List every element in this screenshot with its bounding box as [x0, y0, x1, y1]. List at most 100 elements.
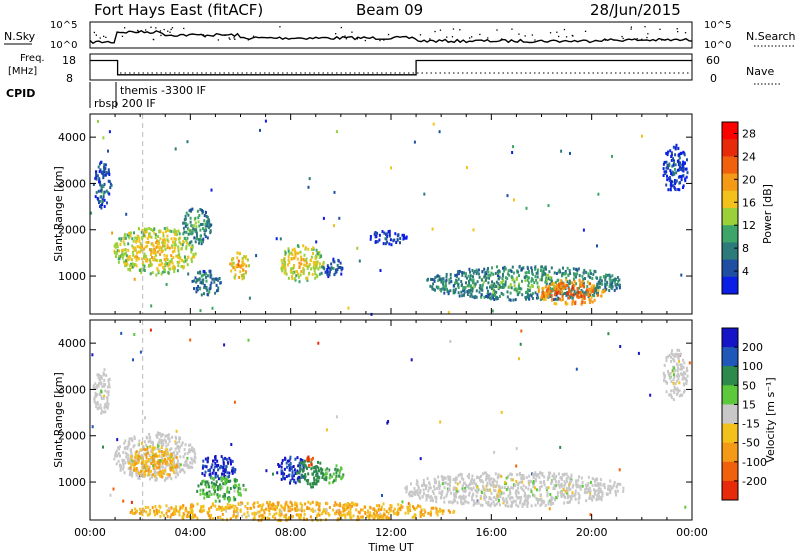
echo-cell — [397, 511, 400, 515]
echo-cell — [686, 374, 689, 378]
echo-cell — [201, 482, 204, 486]
echo-cell — [324, 468, 327, 472]
echo-cell — [214, 499, 217, 503]
echo-cell — [257, 510, 260, 514]
echo-cell — [155, 452, 158, 456]
echo-cell — [283, 467, 286, 471]
echo-cell — [431, 496, 434, 500]
echo-cell — [539, 278, 542, 282]
echo-cell — [99, 168, 102, 172]
echo-cell — [537, 288, 540, 292]
echo-cell — [235, 263, 238, 267]
echo-cell — [440, 492, 443, 496]
echo-cell — [408, 508, 411, 512]
y-tick-label: 2000 — [58, 224, 86, 237]
echo-cell — [467, 484, 470, 488]
echo-cell — [191, 513, 194, 517]
echo-cell — [423, 508, 426, 512]
echo-cell — [270, 503, 273, 507]
echo-cell — [481, 472, 484, 476]
echo-cell — [100, 382, 103, 386]
echo-cell — [499, 495, 502, 499]
echo-cell — [298, 516, 301, 520]
echo-cell — [463, 293, 465, 297]
freq-tick-bottom: 8 — [66, 72, 73, 85]
echo-cell — [193, 224, 196, 228]
echo-cell — [555, 474, 558, 478]
echo-cell — [150, 440, 153, 444]
echo-cell — [321, 476, 324, 479]
echo-cell — [508, 490, 511, 494]
nsky-label: N.Sky — [4, 30, 36, 43]
echo-cell — [472, 278, 475, 282]
echo-cell — [528, 474, 531, 478]
echo-cell — [566, 302, 569, 306]
echo-cell — [105, 396, 108, 400]
echo-cell — [539, 298, 542, 302]
echo-cell — [149, 456, 152, 459]
echo-cell — [442, 284, 445, 288]
echo-cell — [333, 260, 336, 264]
echo-cell — [260, 513, 263, 517]
echo-cell — [567, 273, 570, 277]
echo-cell — [464, 495, 467, 499]
echo-cell — [603, 482, 606, 486]
echo-cell — [323, 267, 326, 271]
echo-cell — [585, 270, 588, 274]
echo-cell — [686, 158, 688, 162]
echo-cell — [290, 467, 293, 470]
echo-cell — [682, 358, 684, 362]
echo-cell — [432, 287, 435, 291]
echo-cell — [198, 277, 201, 281]
echo-cell — [682, 160, 685, 164]
echo-cell — [195, 286, 198, 290]
echo-cell — [439, 484, 442, 488]
echo-cell — [595, 489, 598, 493]
echo-cell — [127, 242, 130, 246]
echo-cell — [604, 278, 607, 282]
echo-cell — [340, 272, 343, 276]
echo-cell — [385, 516, 388, 520]
echo-cell — [200, 281, 203, 285]
echo-cell — [488, 478, 491, 482]
echo-cell — [557, 472, 560, 476]
echo-cell — [272, 515, 274, 519]
echo-cell — [468, 267, 471, 271]
echo-cell — [153, 446, 156, 450]
noise-cell — [317, 341, 320, 345]
echo-cell — [215, 507, 218, 511]
echo-cell — [143, 472, 146, 476]
echo-cell — [116, 249, 119, 253]
noise-cell — [189, 338, 192, 342]
echo-cell — [669, 372, 672, 376]
echo-cell — [119, 445, 121, 449]
echo-cell — [151, 506, 154, 510]
echo-cell — [173, 511, 176, 515]
echo-cell — [188, 466, 190, 470]
echo-cell — [103, 190, 106, 194]
echo-cell — [280, 461, 283, 465]
echo-cell — [577, 295, 580, 299]
echo-cell — [269, 506, 272, 510]
echo-cell — [191, 255, 194, 259]
echo-cell — [433, 477, 436, 481]
nsearch-dot — [434, 30, 436, 33]
echo-cell — [475, 501, 478, 505]
echo-cell — [675, 171, 678, 175]
echo-cell — [673, 159, 675, 163]
nsearch-dot — [95, 34, 97, 36]
echo-cell — [307, 264, 310, 268]
echo-cell — [595, 291, 598, 295]
echo-cell — [211, 463, 214, 467]
echo-cell — [176, 461, 179, 465]
echo-cell — [429, 510, 432, 514]
echo-cell — [226, 488, 229, 492]
echo-cell — [435, 507, 438, 511]
echo-cell — [147, 240, 150, 244]
echo-cell — [177, 237, 180, 241]
echo-cell — [193, 236, 196, 240]
echo-cell — [577, 491, 580, 495]
echo-cell — [220, 509, 223, 512]
echo-cell — [674, 182, 676, 186]
